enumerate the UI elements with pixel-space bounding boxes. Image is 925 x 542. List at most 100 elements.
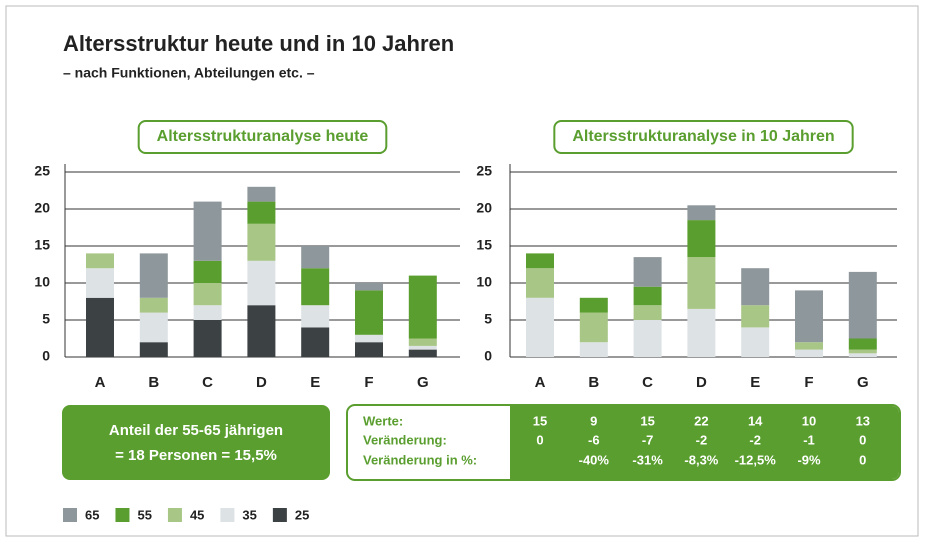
table-cell: -6 [588, 432, 600, 447]
x-tick-label: B [588, 374, 599, 391]
x-tick-label: C [642, 374, 653, 391]
bar-segment [795, 342, 823, 350]
bar-segment [301, 246, 330, 269]
bar-segment [687, 220, 716, 258]
title: Altersstruktur heute und in 10 Jahren [63, 31, 454, 56]
legend-label: 45 [190, 507, 204, 522]
bar-segment [193, 260, 222, 283]
bar-segment [86, 297, 114, 357]
y-tick-label: 15 [476, 237, 492, 253]
chart-title: Altersstrukturanalyse in 10 Jahren [572, 128, 834, 145]
bar-segment [301, 327, 330, 357]
y-tick-label: 5 [484, 311, 492, 327]
table-cell: 0 [859, 432, 866, 447]
table-row-label: Veränderung: [363, 432, 447, 447]
y-tick-label: 15 [34, 237, 50, 253]
bar-segment [795, 349, 823, 357]
bar-segment [247, 223, 276, 261]
bar-segment [193, 283, 222, 306]
bar-segment [579, 342, 608, 357]
table-cell: 13 [856, 413, 870, 428]
bar-segment [193, 320, 222, 357]
bar-segment [86, 253, 114, 269]
bar-segment [687, 205, 716, 221]
table-cell: 9 [590, 413, 597, 428]
bar-segment [741, 268, 770, 306]
bar-segment [86, 268, 114, 298]
x-tick-label: E [750, 374, 760, 391]
bar-segment [687, 308, 716, 357]
table-cell: -12,5% [735, 452, 777, 467]
y-tick-label: 0 [42, 348, 50, 364]
y-tick-label: 25 [476, 163, 492, 179]
x-tick-label: E [310, 374, 320, 391]
table-cell: -8,3% [684, 452, 718, 467]
legend-swatch [63, 508, 77, 522]
y-tick-label: 10 [476, 274, 492, 290]
bar-segment [579, 297, 608, 313]
bar-segment [193, 305, 222, 320]
bar-segment [848, 353, 877, 357]
bar-segment [301, 268, 330, 306]
x-tick-label: D [696, 374, 707, 391]
table-cell: -31% [632, 452, 663, 467]
bar-segment [848, 349, 877, 354]
bar-segment [633, 286, 662, 306]
bar-segment [687, 257, 716, 309]
legend-label: 65 [85, 507, 99, 522]
table-cell: -1 [803, 432, 815, 447]
bar-segment [408, 338, 437, 346]
bar-segment [247, 260, 276, 306]
x-tick-label: F [364, 374, 373, 391]
bar-segment [247, 305, 276, 357]
table-cell: -40% [579, 452, 610, 467]
table-row-label: Werte: [363, 413, 403, 428]
x-tick-label: G [857, 374, 869, 391]
table-cell: -7 [642, 432, 654, 447]
table-cell: 0 [536, 432, 543, 447]
x-tick-label: G [417, 374, 429, 391]
bar-segment [526, 297, 554, 357]
table-cell: 10 [802, 413, 816, 428]
bar-segment [795, 290, 823, 343]
x-tick-label: D [256, 374, 267, 391]
bar-segment [355, 290, 383, 335]
bar-segment [848, 338, 877, 350]
bar-segment [633, 320, 662, 357]
legend-label: 55 [137, 507, 151, 522]
legend-swatch [220, 508, 235, 522]
x-tick-label: A [95, 374, 106, 391]
bar-segment [355, 334, 383, 343]
bar-segment [741, 305, 770, 328]
bar-segment [247, 186, 276, 202]
subtitle: – nach Funktionen, Abteilungen etc. – [63, 65, 315, 81]
bar-segment [355, 342, 383, 357]
y-tick-label: 20 [476, 200, 492, 216]
y-tick-label: 10 [34, 274, 50, 290]
x-tick-label: A [535, 374, 546, 391]
bar-segment [741, 327, 770, 357]
bar-segment [408, 349, 437, 357]
bar-segment [526, 268, 554, 298]
legend-swatch [272, 508, 287, 522]
bar-segment [633, 305, 662, 320]
legend-label: 35 [242, 507, 256, 522]
table-cell: 15 [533, 413, 547, 428]
x-tick-label: C [202, 374, 213, 391]
bar-segment [247, 201, 276, 224]
table-cell: 15 [640, 413, 654, 428]
bar-segment [139, 253, 168, 298]
bar-segment [848, 271, 877, 339]
legend-label: 25 [295, 507, 309, 522]
table-cell: -2 [696, 432, 708, 447]
table-row-label: Veränderung in %: [363, 452, 477, 467]
legend-swatch [115, 508, 130, 522]
y-tick-label: 0 [484, 348, 492, 364]
y-tick-label: 20 [34, 200, 50, 216]
table-cell: -2 [749, 432, 761, 447]
bar-segment [408, 345, 437, 350]
summary-line: Anteil der 55-65 jährigen [109, 422, 283, 439]
bar-segment [579, 312, 608, 343]
summary-line: = 18 Personen = 15,5% [115, 447, 277, 464]
